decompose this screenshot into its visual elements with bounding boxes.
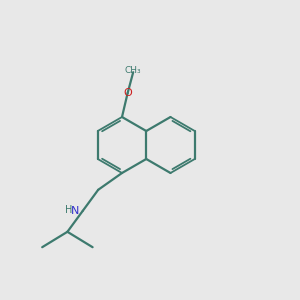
Text: O: O bbox=[123, 88, 132, 98]
Text: N: N bbox=[71, 206, 79, 216]
Text: H: H bbox=[65, 205, 72, 215]
Text: CH₃: CH₃ bbox=[125, 66, 142, 75]
